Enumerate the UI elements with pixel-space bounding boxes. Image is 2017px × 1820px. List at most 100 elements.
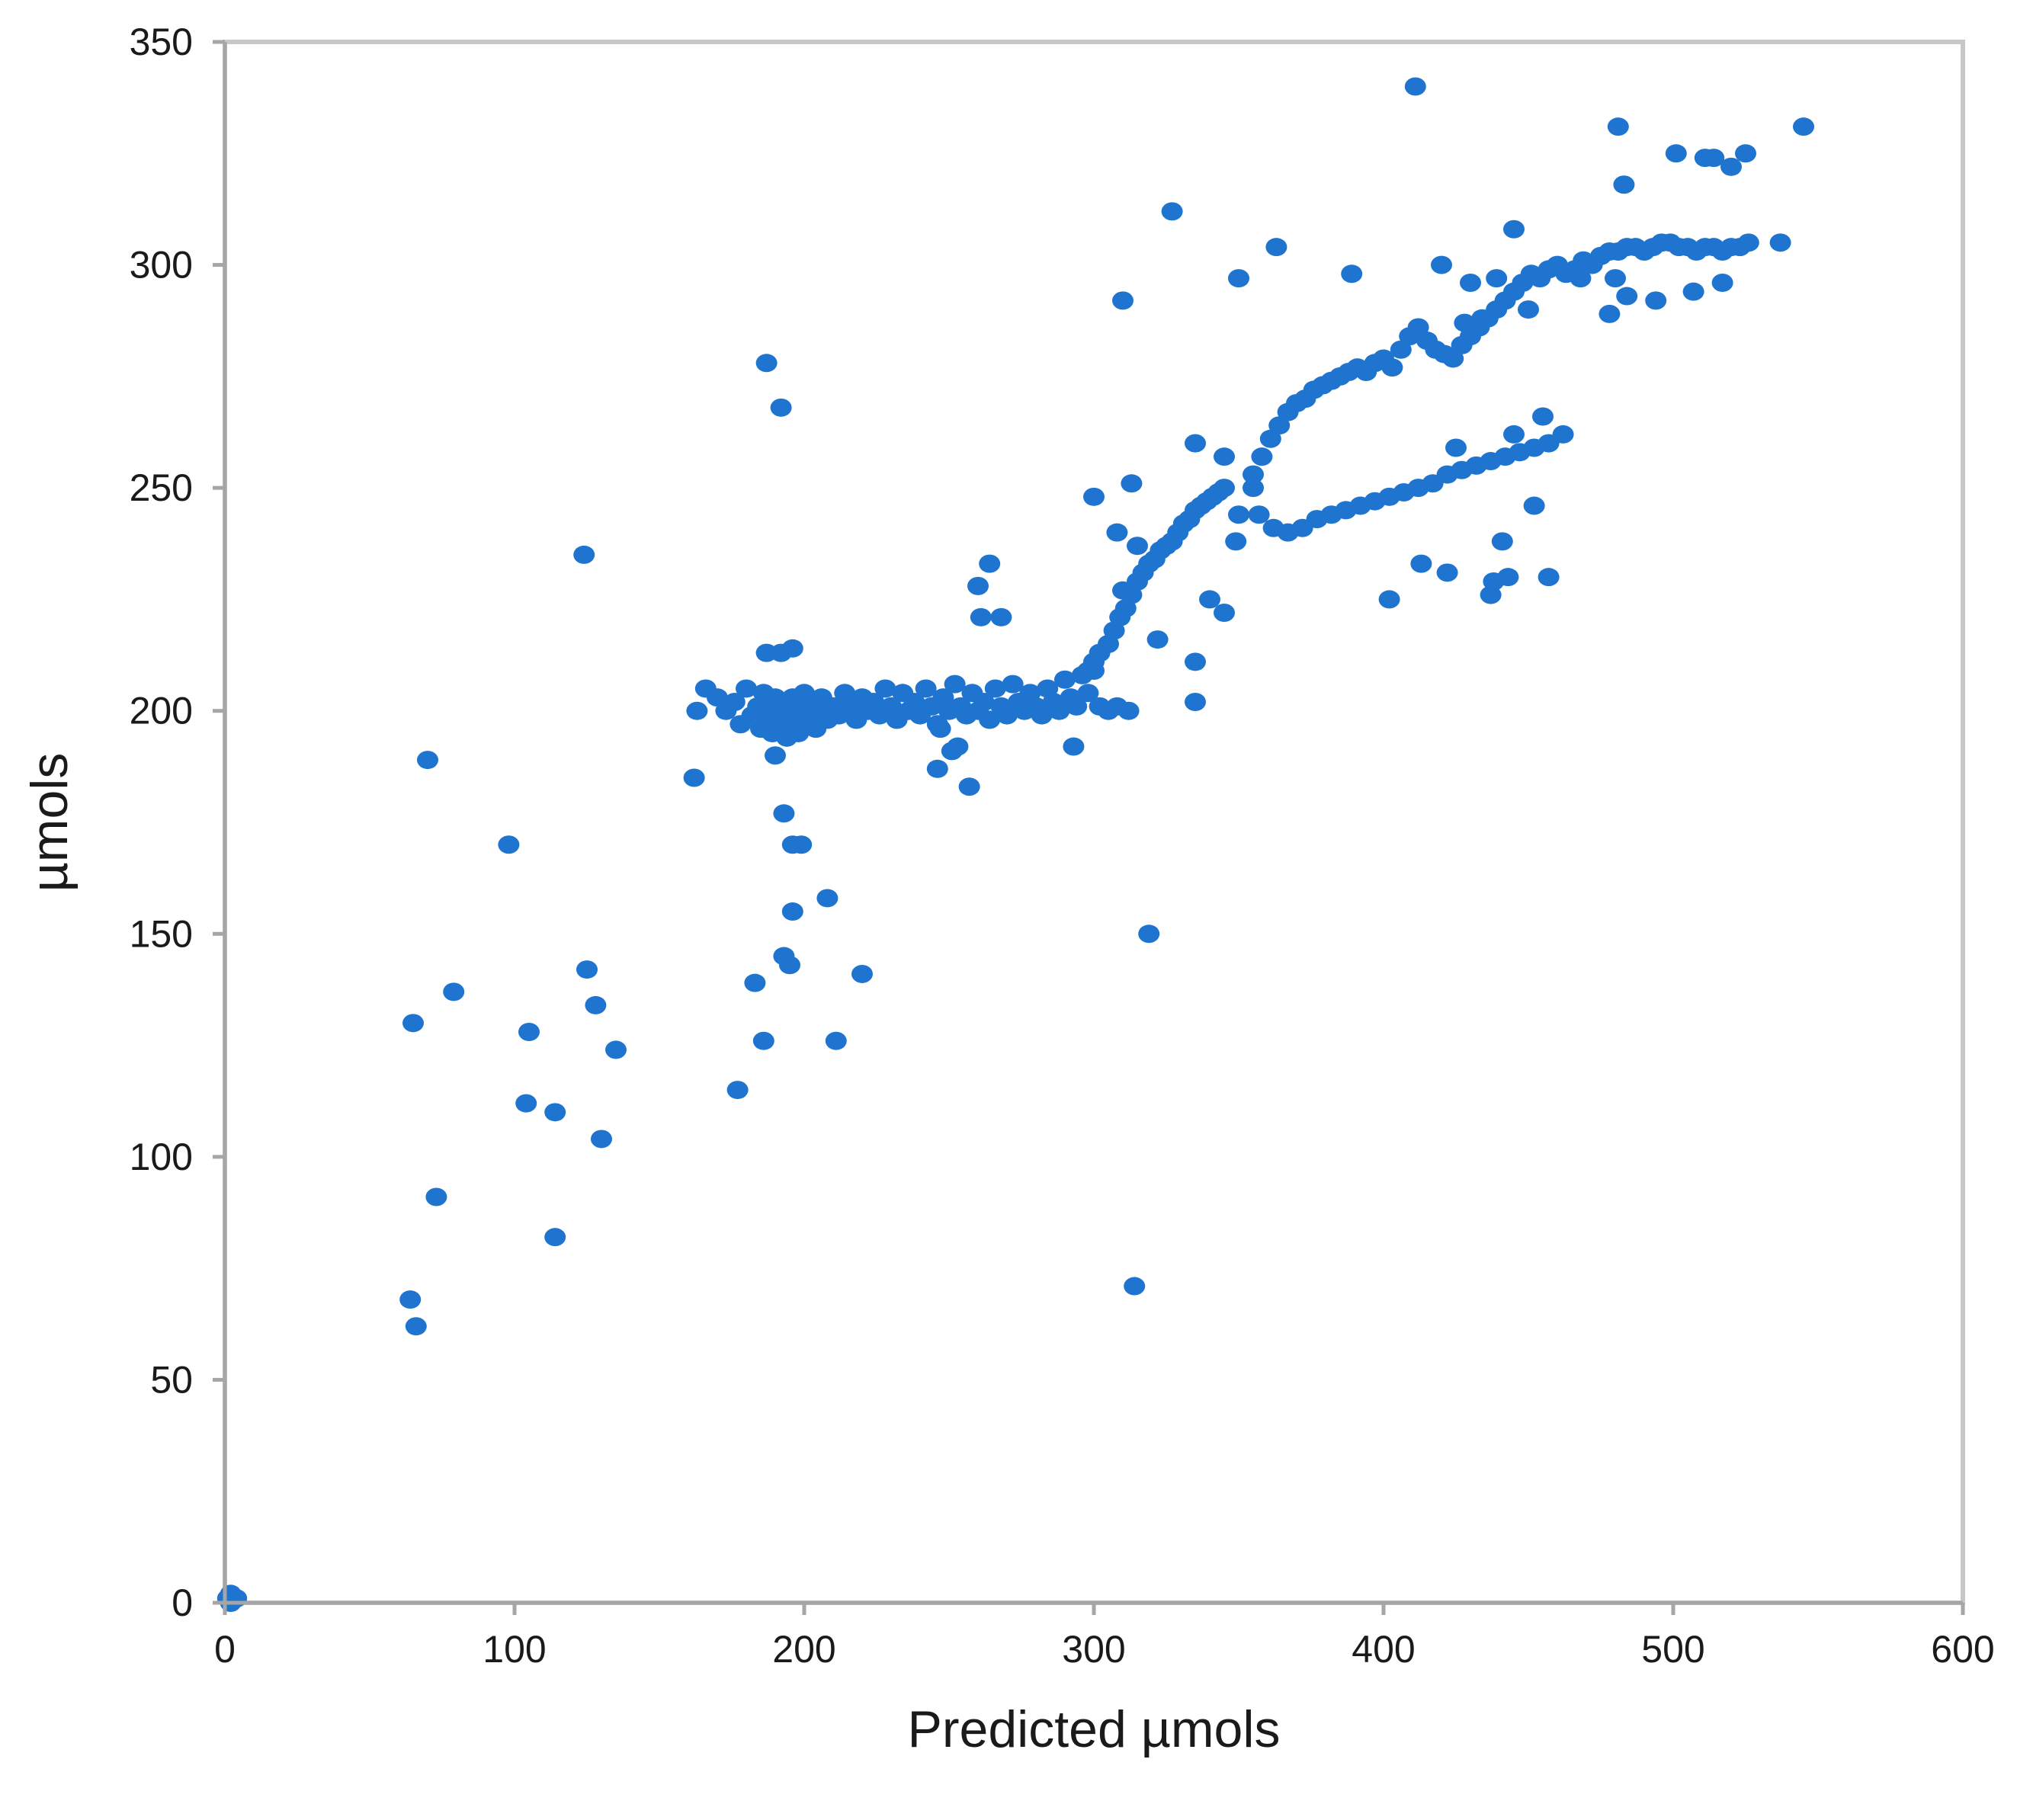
data-point <box>1127 537 1148 556</box>
data-point <box>1077 684 1099 703</box>
data-point <box>1711 273 1733 292</box>
data-point <box>1503 219 1525 239</box>
data-point <box>1737 233 1759 252</box>
data-point <box>1605 269 1626 288</box>
data-point <box>744 973 766 992</box>
y-tick-label: 200 <box>130 690 193 732</box>
data-point <box>781 639 803 658</box>
plot-frame <box>223 40 1965 1605</box>
y-tick-label: 0 <box>172 1581 193 1624</box>
data-point <box>518 1023 540 1042</box>
data-point <box>1454 313 1476 332</box>
data-point <box>1124 1277 1146 1296</box>
data-point <box>1436 563 1458 582</box>
data-point <box>1214 479 1235 498</box>
data-point <box>573 545 595 564</box>
data-point <box>967 576 989 595</box>
x-tick-label: 0 <box>214 1628 236 1671</box>
data-point <box>1491 532 1513 551</box>
data-point <box>515 1094 537 1113</box>
data-point <box>1552 425 1574 444</box>
y-axis-ticks: 0 50 100 150 200 250 300 350 <box>130 21 225 1624</box>
data-point <box>1703 149 1725 168</box>
data-point <box>1265 238 1287 257</box>
data-point <box>443 982 465 1001</box>
data-points <box>216 77 1814 1612</box>
data-point <box>1607 117 1629 136</box>
data-point <box>1503 425 1525 444</box>
x-axis-title: Predicted µmols <box>908 1700 1281 1758</box>
data-point <box>1002 674 1024 694</box>
y-tick-label: 100 <box>130 1136 193 1178</box>
data-point <box>1390 340 1412 359</box>
data-point <box>1381 358 1403 377</box>
data-point <box>779 956 800 975</box>
data-point <box>605 1040 627 1059</box>
data-point <box>1497 568 1519 587</box>
data-point <box>770 398 792 417</box>
data-point <box>1378 590 1400 609</box>
data-point <box>990 607 1012 626</box>
data-point <box>1570 269 1592 288</box>
data-point <box>1599 304 1621 323</box>
data-point <box>1228 505 1249 524</box>
data-point <box>591 1129 612 1149</box>
x-tick-label: 400 <box>1352 1628 1415 1671</box>
data-point <box>1538 568 1560 587</box>
data-point <box>1259 429 1281 448</box>
data-point <box>958 777 980 796</box>
data-point <box>1407 318 1429 337</box>
data-point <box>1121 474 1143 493</box>
data-point <box>1665 144 1687 163</box>
data-point <box>973 693 995 712</box>
data-point <box>1185 434 1206 453</box>
data-point <box>1225 532 1247 551</box>
data-point <box>726 1081 749 1100</box>
data-point <box>1442 349 1464 368</box>
data-point <box>755 354 778 373</box>
data-point <box>1613 175 1635 194</box>
data-point <box>1720 157 1742 176</box>
y-tick-label: 150 <box>130 912 193 955</box>
data-point <box>417 751 438 770</box>
data-point <box>1185 693 1206 712</box>
data-point <box>1523 496 1545 515</box>
data-point <box>1112 581 1134 600</box>
data-point <box>947 737 969 756</box>
data-point <box>944 674 966 694</box>
data-point <box>979 554 1001 573</box>
data-point <box>683 768 705 787</box>
data-point <box>1682 282 1704 301</box>
data-point <box>1214 447 1235 466</box>
data-point <box>1146 630 1169 649</box>
data-point <box>1486 269 1508 288</box>
data-point <box>781 902 803 921</box>
data-point <box>1063 737 1085 756</box>
data-point <box>1031 706 1053 725</box>
data-point <box>723 693 746 712</box>
y-tick-label: 50 <box>150 1358 193 1401</box>
data-point <box>402 1014 424 1033</box>
data-point <box>707 688 728 707</box>
data-point <box>1243 479 1264 498</box>
data-point <box>585 995 607 1014</box>
data-point <box>996 706 1018 725</box>
data-point <box>752 1031 774 1050</box>
data-point <box>498 835 520 854</box>
x-axis-ticks: 0 100 200 300 400 500 600 <box>214 1603 1995 1671</box>
x-tick-label: 300 <box>1062 1628 1125 1671</box>
data-point <box>984 679 1006 698</box>
data-point <box>1645 291 1667 310</box>
data-point <box>405 1317 427 1336</box>
data-point <box>1066 697 1088 716</box>
data-point <box>1083 487 1105 506</box>
data-point <box>1214 603 1235 622</box>
data-point <box>1735 144 1756 163</box>
data-point <box>1769 233 1791 252</box>
data-point <box>1431 255 1452 274</box>
data-point <box>425 1187 447 1206</box>
data-point <box>1268 416 1291 435</box>
data-point <box>874 679 896 698</box>
y-tick-label: 350 <box>130 21 193 63</box>
data-point <box>1616 287 1638 306</box>
